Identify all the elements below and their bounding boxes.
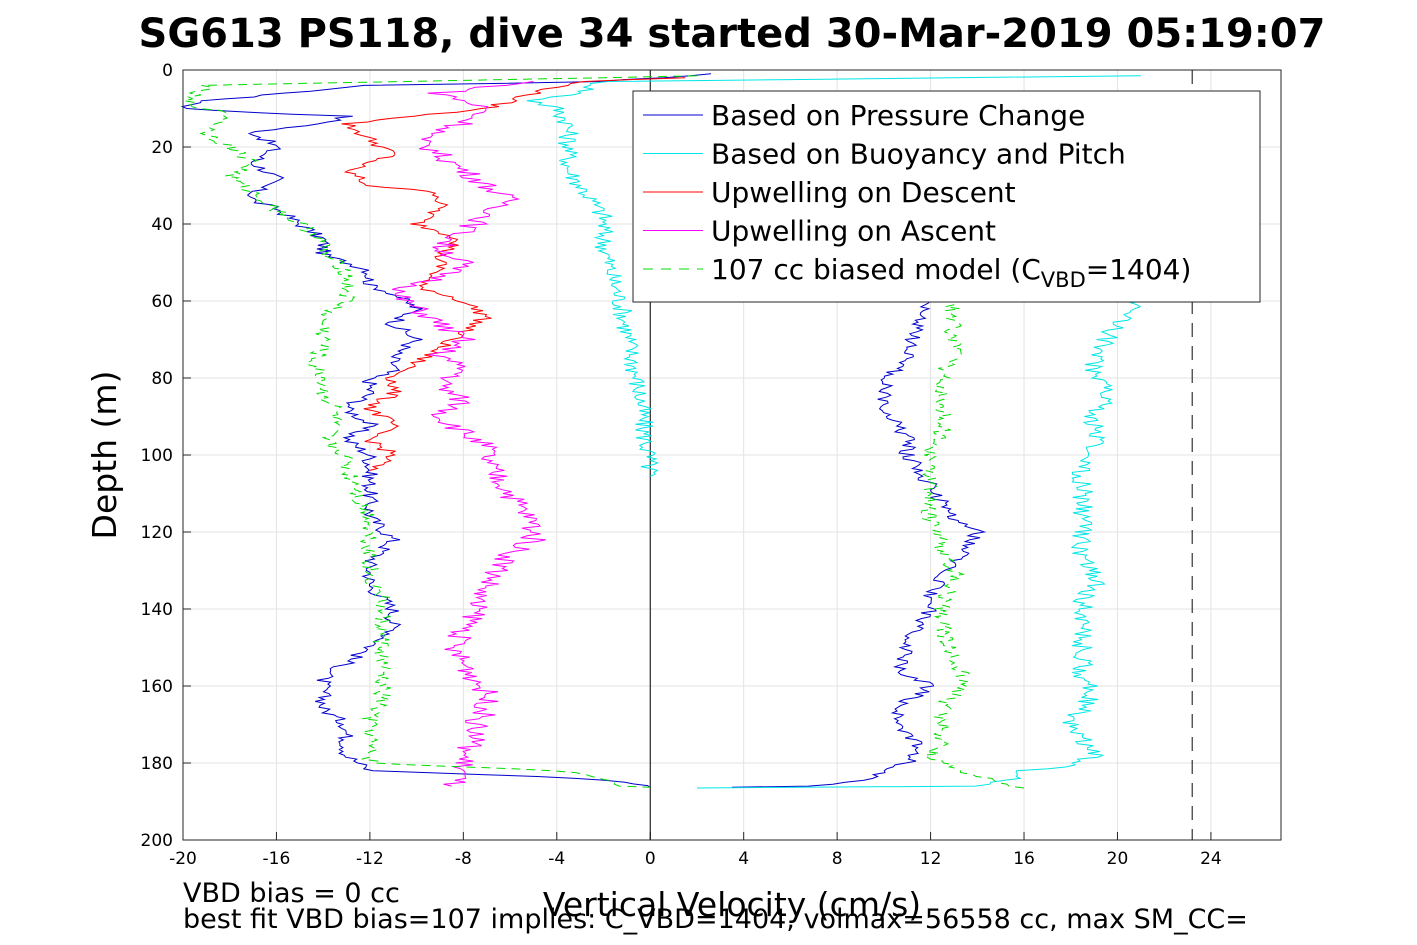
x-tick-label: 20 <box>1107 849 1129 869</box>
series-0 <box>180 73 987 788</box>
legend-label-text: 107 cc biased model (C <box>711 253 1041 286</box>
legend: Based on Pressure Change Based on Buoyanc… <box>632 90 1261 303</box>
legend-label-text: Upwelling on Ascent <box>711 215 996 248</box>
series-line <box>392 81 546 787</box>
y-tick-labels: 0 20 40 60 80 100 120 140 160 180 200 <box>141 61 173 851</box>
x-tick-label: 12 <box>920 849 942 869</box>
y-tick-label: 200 <box>141 831 173 851</box>
legend-label-subscript: VBD <box>1041 268 1086 292</box>
x-tick-label: -4 <box>548 849 565 869</box>
legend-label: Based on Pressure Change <box>711 99 1085 132</box>
legend-label: Upwelling on Descent <box>711 176 1016 209</box>
footer-line-2: best fit VBD bias=107 implies: C_VBD=140… <box>183 904 1248 935</box>
y-tick-label: 20 <box>151 138 173 158</box>
series-line <box>526 75 1141 477</box>
series-3 <box>392 81 546 787</box>
legend-label: 107 cc biased model (CVBD=1404) <box>711 253 1191 292</box>
legend-label-text: Based on Buoyancy and Pitch <box>711 138 1126 171</box>
y-tick-label: 180 <box>141 754 173 774</box>
series-line <box>180 73 712 788</box>
series-1 <box>526 75 1142 789</box>
y-tick-label: 120 <box>141 523 173 543</box>
x-tick-label: 24 <box>1200 849 1222 869</box>
footer-line-1: VBD bias = 0 cc <box>183 878 400 909</box>
x-tick-label: -16 <box>263 849 291 869</box>
legend-label-text: Based on Pressure Change <box>711 99 1085 132</box>
series-4 <box>183 75 1025 789</box>
y-tick-label: 60 <box>151 292 173 312</box>
legend-label-text: Upwelling on Descent <box>711 176 1016 209</box>
y-tick-label: 100 <box>141 446 173 466</box>
series-layer <box>180 73 1142 789</box>
y-tick-label: 140 <box>141 600 173 620</box>
x-tick-label: -20 <box>169 849 197 869</box>
series-line <box>920 300 1025 789</box>
legend-label: Based on Buoyancy and Pitch <box>711 138 1126 171</box>
series-line <box>696 300 1142 789</box>
chart-title: SG613 PS118, dive 34 started 30-Mar-2019… <box>139 11 1326 57</box>
plot-frame <box>182 69 1282 841</box>
x-tick-label: -12 <box>356 849 384 869</box>
y-tick-label: 0 <box>162 61 173 81</box>
y-tick-label: 80 <box>151 369 173 389</box>
x-tick-label: 8 <box>832 849 843 869</box>
x-tick-label: 0 <box>645 849 656 869</box>
y-tick-label: 160 <box>141 677 173 697</box>
x-tick-label: 16 <box>1013 849 1035 869</box>
series-line <box>183 75 698 788</box>
legend-box <box>632 90 1261 303</box>
y-axis-label: Depth (m) <box>85 371 124 540</box>
series-line <box>731 300 987 788</box>
x-tick-label: 4 <box>738 849 749 869</box>
legend-label-tail: =1404) <box>1086 253 1192 286</box>
series-2 <box>341 77 686 471</box>
series-line <box>341 77 686 471</box>
y-tick-label: 40 <box>151 215 173 235</box>
x-tick-label: -8 <box>455 849 472 869</box>
x-tick-labels: -20 -16 -12 -8 -4 0 4 8 12 16 20 24 <box>169 849 1222 869</box>
legend-label: Upwelling on Ascent <box>711 215 996 248</box>
x-axis-label: Vertical Velocity (cm/s) <box>543 885 921 924</box>
